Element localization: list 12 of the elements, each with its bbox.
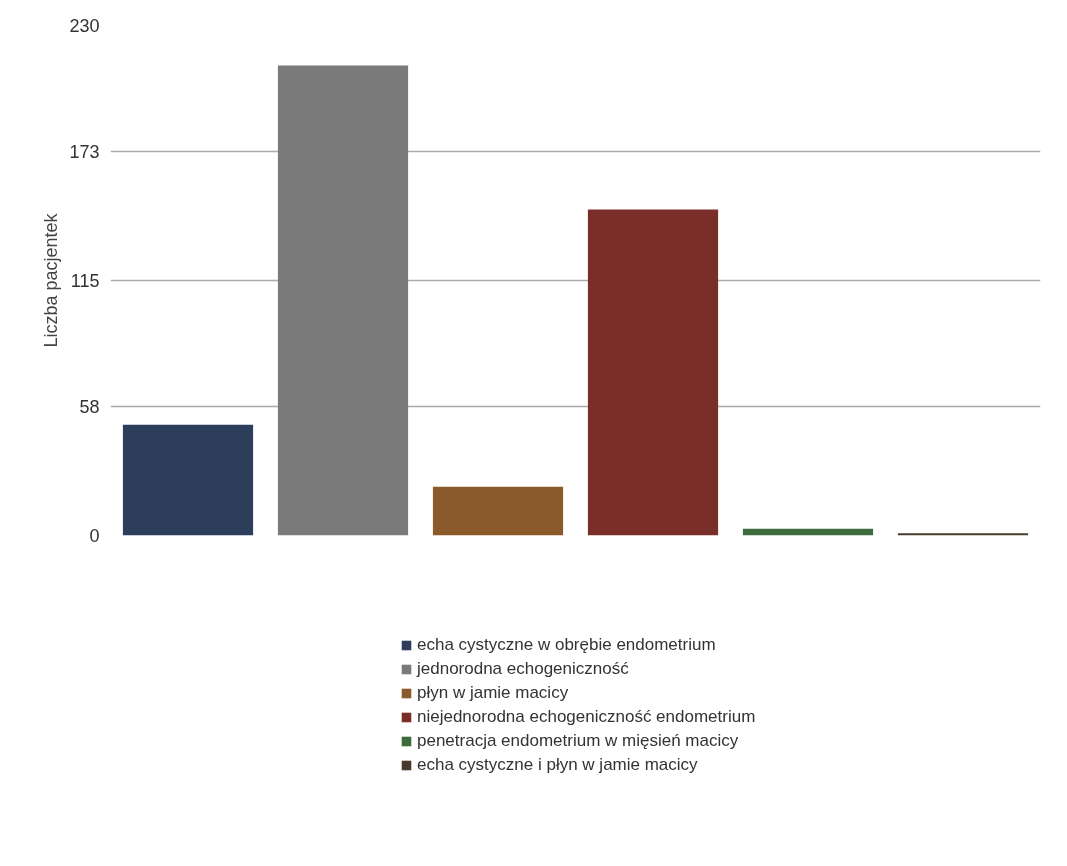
legend-label: niejednorodna echogeniczność endometrium <box>417 707 756 727</box>
y-tick-label: 230 <box>69 16 100 36</box>
legend-label: echa cystyczne i płyn w jamie macicy <box>417 755 698 775</box>
legend-label: płyn w jamie macicy <box>417 683 569 703</box>
legend-label: penetracja endometrium w mięsień macicy <box>417 731 739 751</box>
y-tick-label: 173 <box>69 142 100 163</box>
legend-label: echa cystyczne w obrębie endometrium <box>417 635 716 655</box>
y-tick-label: 58 <box>79 397 100 418</box>
y-tick-label: 0 <box>89 526 100 546</box>
y-tick-label: 115 <box>70 271 100 291</box>
y-axis-title: Liczba pacjentek <box>41 212 62 348</box>
legend-label: jednorodna echogeniczność <box>417 659 629 679</box>
